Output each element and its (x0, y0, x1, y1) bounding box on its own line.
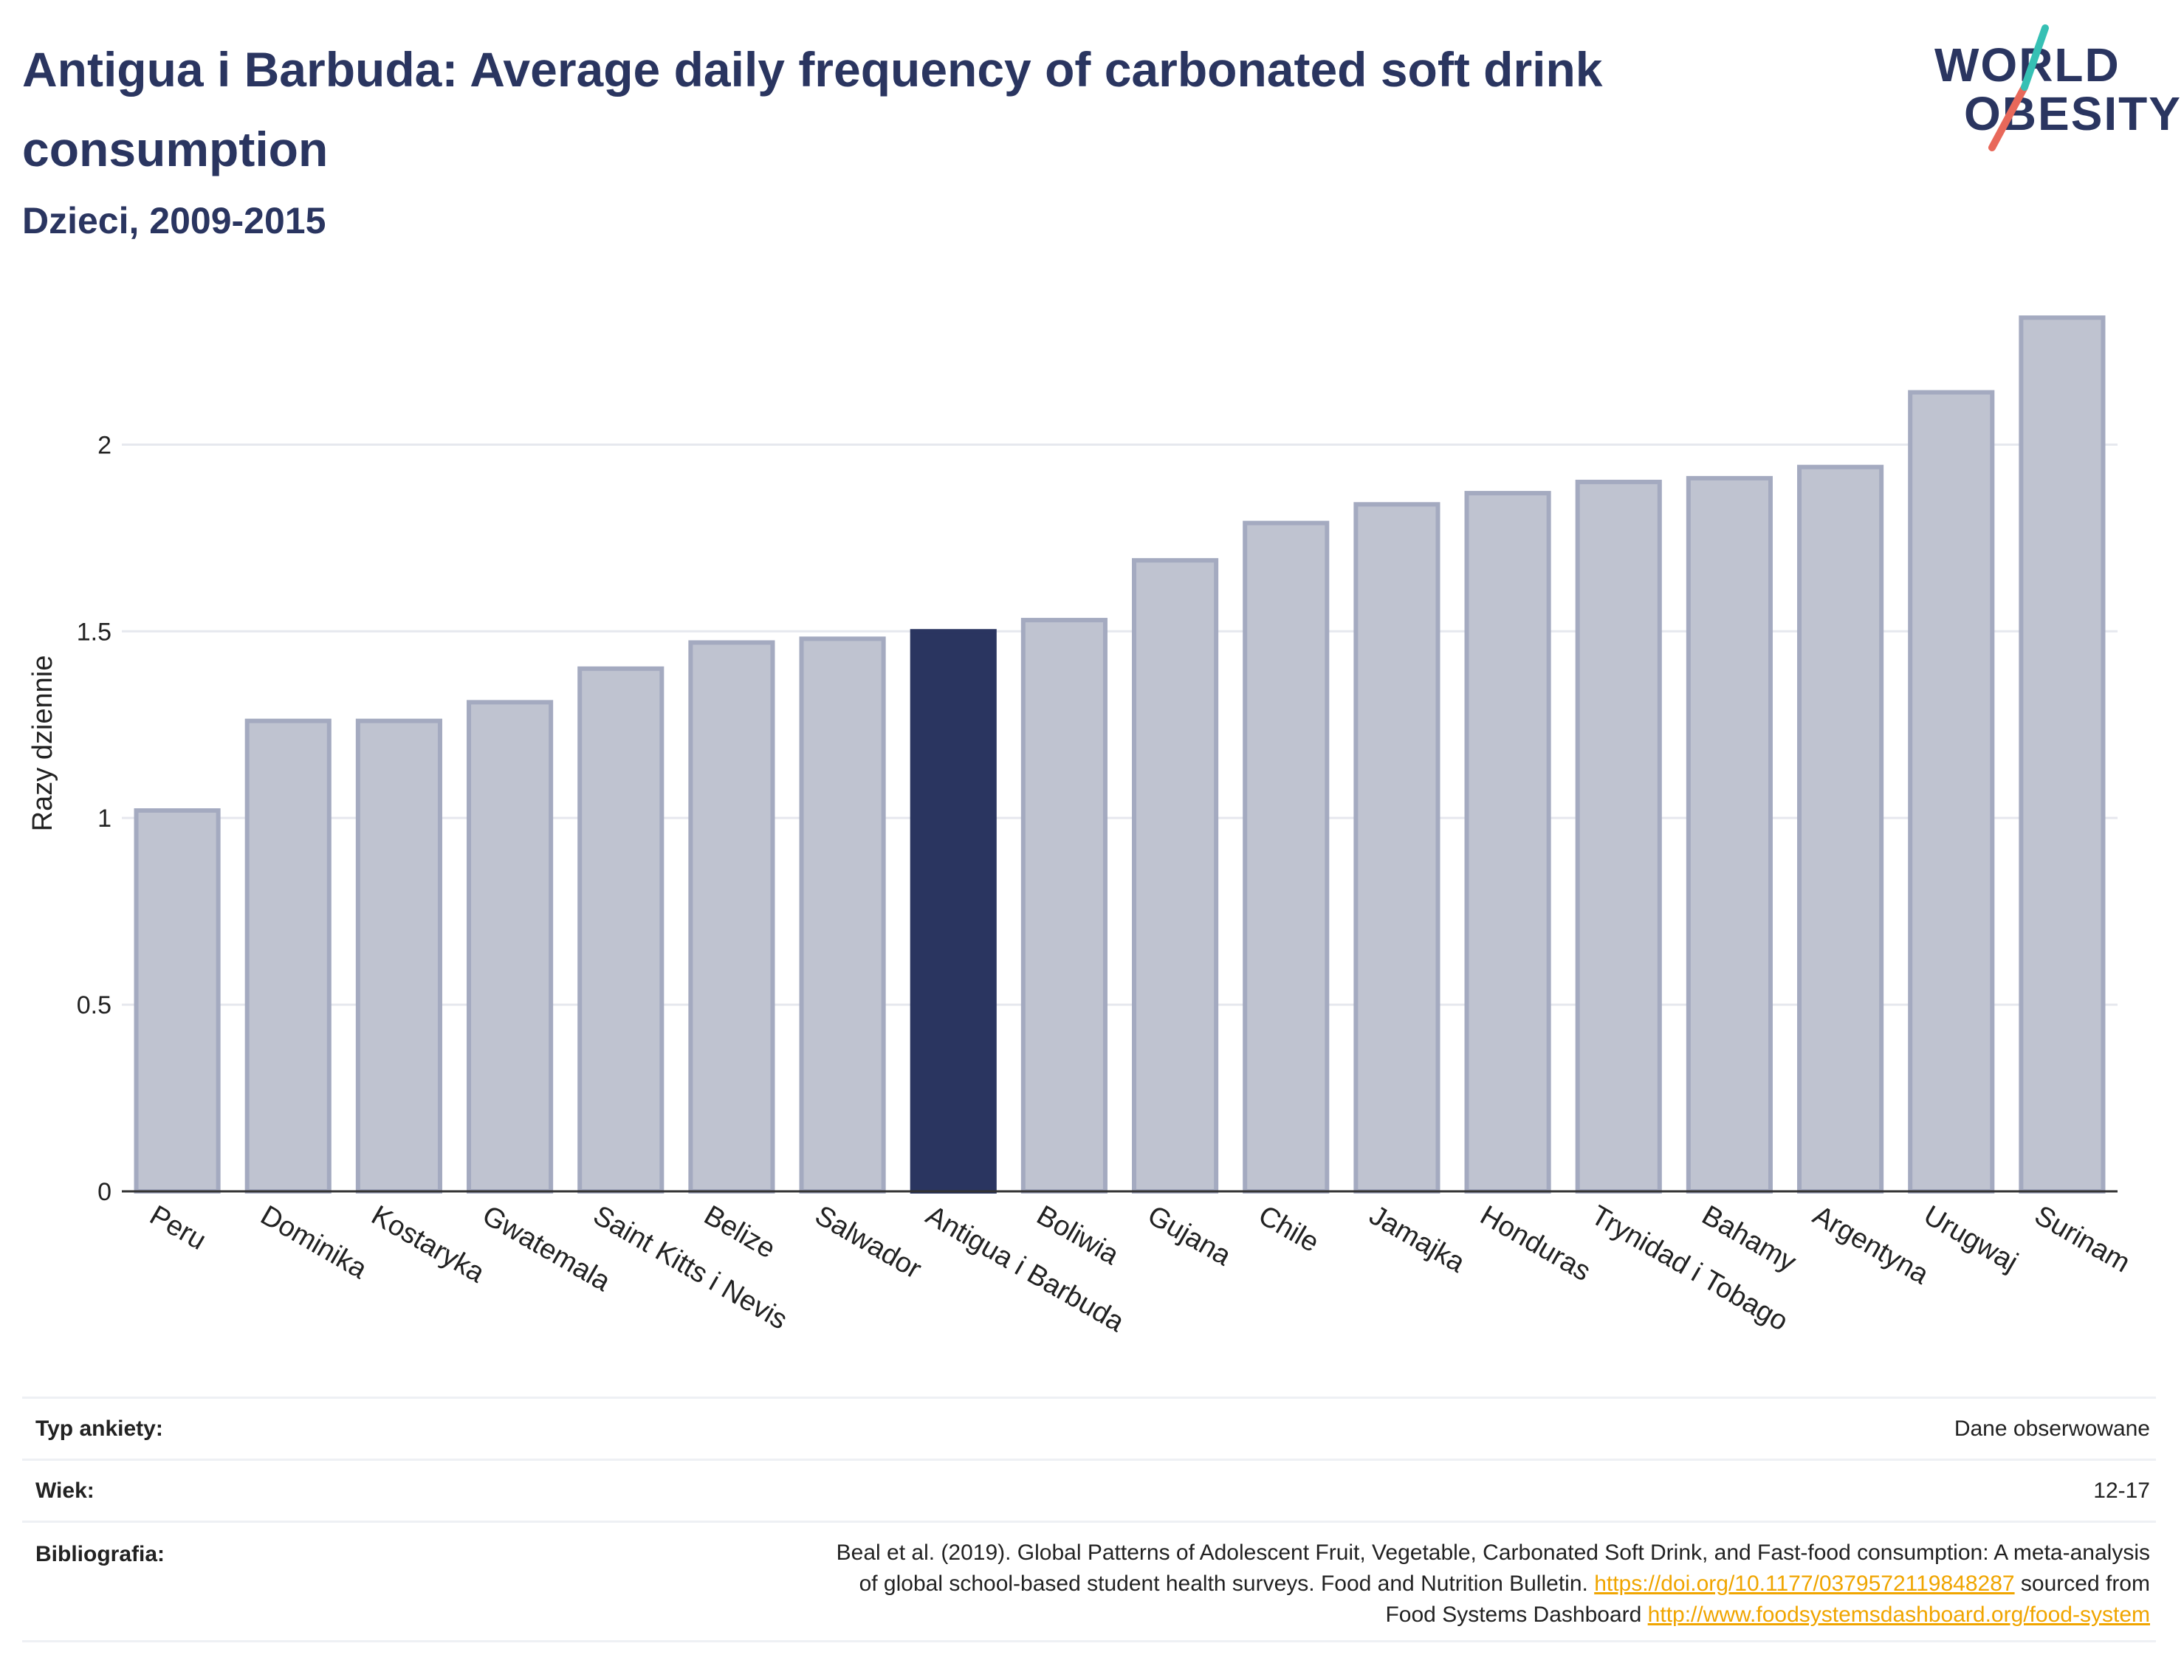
x-tick-label: Belize (698, 1199, 780, 1264)
x-tick-label: Gujana (1142, 1199, 1237, 1272)
bar (1797, 464, 1884, 1194)
x-tick-label: Saint Kitts i Nevis (588, 1199, 792, 1335)
age-value: 12-17 (2093, 1478, 2150, 1503)
bar (1243, 520, 1330, 1194)
bibliography-label: Bibliografia: (35, 1542, 165, 1566)
y-tick-label: 1 (97, 805, 111, 833)
x-tick-label: Surinam (2029, 1199, 2135, 1278)
bar-chart: 0 0.5 1 1.5 2 Razy dziennie Peru DominikaKostar… (27, 315, 2135, 1338)
bar (467, 700, 554, 1194)
y-tick-label: 1.5 (77, 618, 111, 646)
bar (134, 808, 221, 1194)
page-subtitle: Dzieci, 2009-2015 (22, 200, 326, 241)
x-tick-label: Chile (1253, 1199, 1324, 1259)
bar (1464, 491, 1551, 1194)
bibliography-text: Beal et al. (2019). Global Patterns of A… (378, 1538, 2150, 1631)
x-tick-label: Jamajka (1364, 1199, 1470, 1279)
x-tick-label: Honduras (1475, 1199, 1596, 1287)
bar (2019, 315, 2106, 1194)
x-tick-label: Urugwaj (1918, 1199, 2023, 1278)
y-axis-label: Razy dziennie (27, 655, 58, 832)
x-tick-label: Argentyna (1807, 1199, 1934, 1290)
bar (799, 636, 886, 1194)
bar (1132, 558, 1219, 1194)
bar (577, 666, 665, 1194)
x-tick-label: Salwador (810, 1199, 927, 1285)
x-tick-label: Boliwia (1031, 1199, 1124, 1271)
y-tick-label: 0.5 (77, 991, 111, 1019)
bar (1353, 502, 1440, 1194)
table-bottom-border (22, 1640, 2156, 1644)
bibliography-line-1: Beal et al. (2019). Global Patterns of A… (836, 1540, 2150, 1565)
y-tick-label: 2 (97, 431, 111, 459)
y-tick-label: 0 (97, 1178, 111, 1206)
bar (910, 629, 997, 1194)
age-label: Wiek: (35, 1478, 95, 1503)
bar (1575, 479, 1662, 1194)
world-obesity-logo: WORLD OBESITY (1927, 22, 2180, 162)
bar (1686, 475, 1773, 1194)
page-title: Antigua i Barbuda: Average daily frequen… (22, 42, 1603, 176)
x-tick-label: Dominika (255, 1199, 373, 1285)
bar (688, 640, 775, 1194)
bibliography-row: Bibliografia: Beal et al. (2019). Global… (22, 1521, 2156, 1641)
survey-type-value: Dane obserwowane (1954, 1416, 2150, 1441)
bibliography-line-2-text: of global school-based student health su… (859, 1571, 1588, 1596)
doi-link[interactable]: https://doi.org/10.1177/0379572119848287 (1594, 1571, 2015, 1596)
x-tick-label: Kostaryka (366, 1199, 490, 1289)
logo-slash-icon (1988, 24, 2049, 151)
bibliography-line-3-text: Food Systems Dashboard (1385, 1602, 1642, 1627)
bar (1020, 618, 1108, 1194)
bibliography-line-3: Food Systems Dashboard http://www.foodsy… (378, 1600, 2150, 1631)
x-tick-label: Trynidad i Tobago (1586, 1199, 1793, 1337)
survey-type-label: Typ ankiety: (35, 1416, 163, 1441)
bar (355, 718, 442, 1194)
x-tick-label: Antigua i Barbuda (921, 1199, 1130, 1338)
survey-type-row: Typ ankiety: Dane obserwowane (22, 1397, 2156, 1459)
bar (1908, 390, 1995, 1194)
bar (244, 718, 332, 1194)
bibliography-line-2-after: sourced from (2020, 1571, 2150, 1596)
food-systems-link[interactable]: http://www.foodsystemsdashboard.org/food… (1647, 1602, 2150, 1627)
bibliography-line-2: of global school-based student health su… (378, 1569, 2150, 1600)
x-tick-label: Peru (145, 1199, 212, 1256)
age-row: Wiek: 12-17 (22, 1459, 2156, 1521)
